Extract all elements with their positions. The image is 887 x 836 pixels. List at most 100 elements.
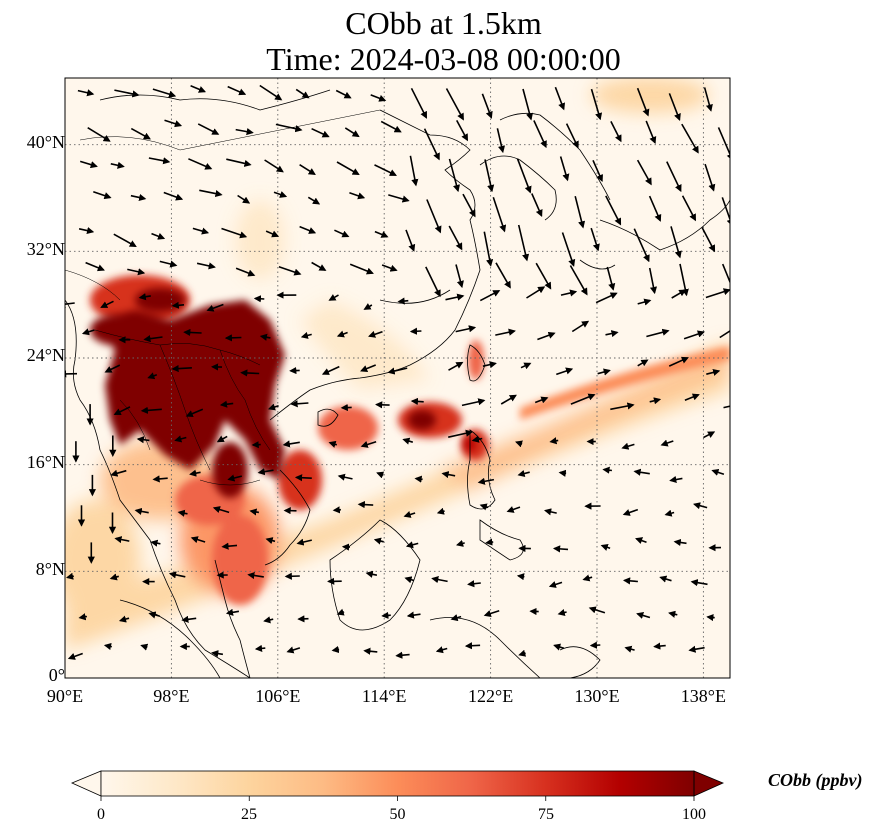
wind-arrow (535, 262, 552, 290)
wind-arrow (363, 303, 373, 310)
wind-arrow (113, 406, 131, 416)
wind-arrow (196, 262, 216, 270)
wind-arrow (406, 611, 421, 619)
wind-arrow (482, 361, 497, 369)
wind-arrow (332, 506, 341, 514)
wind-arrow (273, 191, 288, 198)
wind-arrow (113, 233, 137, 247)
wind-arrow (531, 193, 543, 218)
wind-arrow (336, 608, 345, 616)
wind-arrow (140, 406, 162, 414)
wind-arrow (588, 606, 606, 614)
wind-arrow (605, 195, 622, 226)
wind-arrow (706, 368, 721, 376)
wind-arrow (558, 469, 567, 477)
wind-arrow (388, 194, 410, 203)
wind-arrow (723, 405, 730, 409)
wind-arrow (282, 440, 300, 448)
wind-arrow (143, 335, 163, 343)
wind-arrow (701, 227, 716, 253)
wind-arrow (477, 477, 495, 485)
wind-arrow (570, 393, 596, 405)
wind-arrow (721, 197, 730, 227)
wind-arrow (259, 333, 271, 341)
wind-arrow (405, 229, 416, 252)
wind-arrow (152, 475, 168, 483)
wind-arrow (565, 123, 579, 149)
wind-arrow (554, 86, 566, 111)
wind-arrow (582, 574, 593, 582)
wind-arrow (520, 362, 532, 370)
wind-arrow (183, 328, 202, 337)
colorbar-gradient (101, 771, 694, 796)
wind-arrow (360, 364, 377, 372)
wind-arrow (425, 266, 441, 298)
wind-arrow (110, 469, 127, 477)
map-subtitle-time: Time: 2024-03-08 00:00:00 (266, 41, 621, 77)
wind-arrow (637, 298, 652, 306)
wind-arrow (516, 573, 525, 581)
wind-arrow (483, 231, 494, 267)
wind-arrow (569, 265, 588, 296)
wind-arrow (706, 613, 715, 622)
wind-arrow (495, 262, 511, 289)
wind-arrow (410, 397, 424, 406)
wind-arrow (357, 501, 374, 509)
wind-arrow (659, 575, 672, 583)
wind-arrow (265, 230, 280, 238)
wind-arrow (671, 289, 687, 299)
wind-arrow (688, 645, 705, 653)
lon-tick-label: 90°E (46, 686, 84, 706)
wind-arrow (311, 261, 327, 271)
wind-arrow (93, 191, 112, 200)
wind-arrow (290, 400, 309, 408)
wind-arrow (703, 87, 713, 112)
wind-arrow (259, 84, 283, 101)
wind-arrow (561, 232, 576, 267)
wind-arrow (721, 263, 730, 297)
wind-arrow (518, 649, 527, 657)
wind-arrow (653, 642, 666, 650)
wind-arrow (147, 372, 158, 380)
wind-arrow (227, 474, 242, 482)
wind-arrow (557, 609, 567, 616)
colorbar-extend-min (70, 770, 102, 797)
lon-tick-label: 130°E (574, 686, 620, 706)
wind-arrow (136, 436, 150, 444)
wind-arrow (479, 503, 489, 511)
wind-arrow (559, 156, 570, 182)
wind-arrow (164, 119, 183, 128)
wind-arrow (188, 158, 213, 170)
wind-arrow (103, 642, 112, 651)
wind-arrow (130, 127, 151, 140)
wind-arrow (100, 300, 114, 308)
wind-arrow (370, 94, 387, 102)
wind-arrow (387, 367, 408, 375)
wind-arrow (235, 128, 254, 136)
wind-arrow (703, 431, 716, 439)
wind-arrow (127, 268, 146, 276)
colorbar-tick-label: 0 (97, 806, 105, 823)
wind-arrow (668, 93, 681, 122)
wind-arrow (448, 225, 463, 251)
wind-arrow (221, 227, 248, 239)
wind-arrow (635, 537, 647, 544)
wind-arrow (517, 470, 530, 477)
wind-arrow (365, 570, 378, 578)
wind-arrow (445, 88, 464, 121)
wind-arrow (264, 159, 284, 173)
wind-arrow (441, 471, 456, 479)
wind-arrow (683, 330, 705, 340)
colorbar (70, 770, 725, 801)
wind-arrow (666, 161, 682, 193)
wind-arrow (574, 196, 586, 229)
wind-arrow (375, 401, 390, 409)
plot-area (65, 78, 730, 678)
wind-arrow (265, 537, 276, 545)
wind-arrow (556, 367, 574, 376)
wind-arrow (636, 87, 650, 117)
wind-arrow (336, 330, 348, 338)
wind-arrow (321, 365, 340, 375)
wind-arrow (206, 303, 224, 312)
